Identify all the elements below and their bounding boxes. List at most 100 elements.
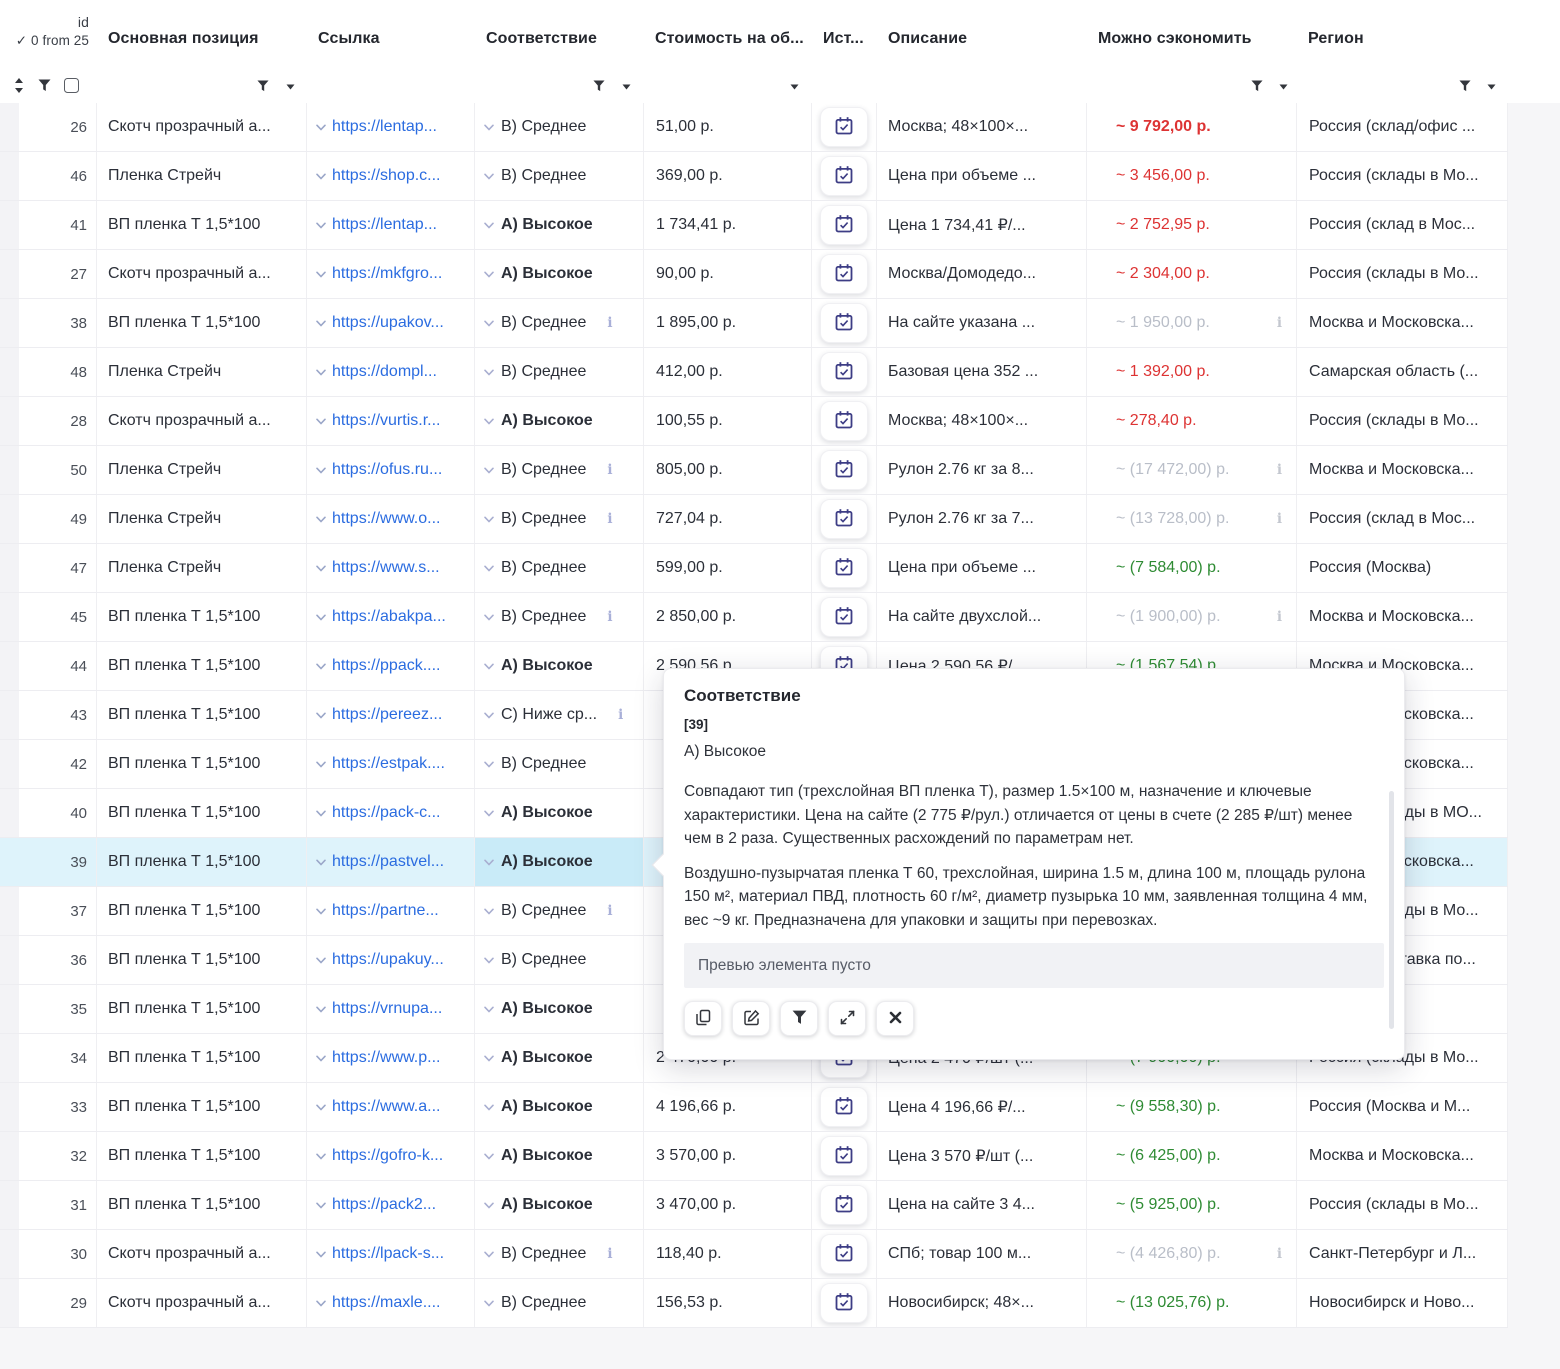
info-icon[interactable]: i	[1276, 315, 1282, 331]
history-button[interactable]	[820, 1234, 868, 1274]
info-icon[interactable]: i	[1276, 1246, 1282, 1262]
chevron-down-icon[interactable]	[316, 957, 326, 964]
sort-icon[interactable]	[12, 77, 26, 94]
info-icon[interactable]: i	[607, 903, 613, 919]
column-header-region[interactable]: Регион	[1308, 30, 1364, 47]
chevron-down-icon[interactable]	[1487, 84, 1496, 90]
column-header-history[interactable]: Ист...	[823, 30, 864, 47]
record-link[interactable]: https://pastvel...	[332, 853, 445, 870]
history-button[interactable]	[820, 1185, 868, 1225]
history-button[interactable]	[820, 352, 868, 392]
filter-icon[interactable]	[38, 79, 51, 92]
chevron-down-icon[interactable]	[484, 908, 494, 915]
chevron-down-icon[interactable]	[484, 369, 494, 376]
chevron-down-icon[interactable]	[316, 1202, 326, 1209]
info-icon[interactable]: i	[1276, 609, 1282, 625]
record-link[interactable]: https://ofus.ru...	[332, 461, 443, 478]
filter-icon[interactable]	[257, 80, 269, 92]
chevron-down-icon[interactable]	[484, 663, 494, 670]
column-header-price[interactable]: Стоимость на об...	[655, 30, 804, 47]
info-icon[interactable]: i	[607, 462, 613, 478]
history-button[interactable]	[820, 450, 868, 490]
history-button[interactable]	[820, 303, 868, 343]
chevron-down-icon[interactable]	[484, 712, 494, 719]
chevron-down-icon[interactable]	[316, 418, 326, 425]
history-button[interactable]	[820, 156, 868, 196]
record-link[interactable]: https://vrnupa...	[332, 1000, 443, 1017]
record-link[interactable]: https://www.a...	[332, 1098, 441, 1115]
chevron-down-icon[interactable]	[484, 1153, 494, 1160]
column-header-main-position[interactable]: Основная позиция	[108, 30, 259, 47]
record-link[interactable]: https://mkfgro...	[332, 265, 443, 282]
chevron-down-icon[interactable]	[316, 810, 326, 817]
chevron-down-icon[interactable]	[484, 124, 494, 131]
record-link[interactable]: https://lentap...	[332, 118, 437, 135]
copy-button[interactable]	[684, 1001, 722, 1037]
column-header-match[interactable]: Соответствие	[486, 30, 597, 47]
record-link[interactable]: https://pereez...	[332, 706, 443, 723]
record-link[interactable]: https://www.o...	[332, 510, 441, 527]
chevron-down-icon[interactable]	[484, 761, 494, 768]
record-link[interactable]: https://upakuy...	[332, 951, 444, 968]
record-link[interactable]: https://dompl...	[332, 363, 437, 380]
record-link[interactable]: https://maxle....	[332, 1294, 441, 1311]
info-icon[interactable]: i	[607, 511, 613, 527]
chevron-down-icon[interactable]	[316, 516, 326, 523]
chevron-down-icon[interactable]	[316, 859, 326, 866]
info-icon[interactable]: i	[607, 609, 613, 625]
history-button[interactable]	[820, 254, 868, 294]
info-icon[interactable]: i	[607, 315, 613, 331]
info-icon[interactable]: i	[607, 1246, 613, 1262]
filter-icon[interactable]	[1251, 80, 1263, 92]
chevron-down-icon[interactable]	[484, 614, 494, 621]
chevron-down-icon[interactable]	[316, 467, 326, 474]
chevron-down-icon[interactable]	[484, 1055, 494, 1062]
column-header-description[interactable]: Описание	[888, 30, 968, 47]
chevron-down-icon[interactable]	[316, 712, 326, 719]
chevron-down-icon[interactable]	[484, 320, 494, 327]
record-link[interactable]: https://shop.c...	[332, 167, 441, 184]
info-icon[interactable]: i	[618, 707, 624, 723]
history-button[interactable]	[820, 548, 868, 588]
chevron-down-icon[interactable]	[316, 320, 326, 327]
chevron-down-icon[interactable]	[484, 222, 494, 229]
expand-button[interactable]	[828, 1001, 866, 1037]
history-button[interactable]	[820, 401, 868, 441]
chevron-down-icon[interactable]	[316, 761, 326, 768]
column-header-savings[interactable]: Можно сэкономить	[1098, 30, 1252, 47]
chevron-down-icon[interactable]	[316, 1006, 326, 1013]
column-header-link[interactable]: Ссылка	[318, 30, 380, 47]
chevron-down-icon[interactable]	[484, 418, 494, 425]
history-button[interactable]	[820, 1087, 868, 1127]
record-link[interactable]: https://gofro-k...	[332, 1147, 444, 1164]
chevron-down-icon[interactable]	[622, 84, 631, 90]
record-link[interactable]: https://www.p...	[332, 1049, 441, 1066]
chevron-down-icon[interactable]	[484, 173, 494, 180]
record-link[interactable]: https://abakpa...	[332, 608, 446, 625]
chevron-down-icon[interactable]	[484, 957, 494, 964]
record-link[interactable]: https://partne...	[332, 902, 439, 919]
chevron-down-icon[interactable]	[316, 173, 326, 180]
filter-icon[interactable]	[1459, 80, 1471, 92]
chevron-down-icon[interactable]	[484, 810, 494, 817]
chevron-down-icon[interactable]	[316, 124, 326, 131]
chevron-down-icon[interactable]	[484, 859, 494, 866]
chevron-down-icon[interactable]	[790, 84, 799, 90]
record-link[interactable]: https://pack-c...	[332, 804, 441, 821]
close-button[interactable]	[876, 1001, 914, 1037]
chevron-down-icon[interactable]	[316, 908, 326, 915]
edit-button[interactable]	[732, 1001, 770, 1037]
chevron-down-icon[interactable]	[316, 614, 326, 621]
chevron-down-icon[interactable]	[316, 1153, 326, 1160]
chevron-down-icon[interactable]	[484, 1300, 494, 1307]
chevron-down-icon[interactable]	[484, 1202, 494, 1209]
chevron-down-icon[interactable]	[316, 369, 326, 376]
history-button[interactable]	[820, 205, 868, 245]
record-link[interactable]: https://estpak....	[332, 755, 445, 772]
history-button[interactable]	[820, 1283, 868, 1323]
chevron-down-icon[interactable]	[484, 1104, 494, 1111]
chevron-down-icon[interactable]	[316, 1104, 326, 1111]
history-button[interactable]	[820, 499, 868, 539]
chevron-down-icon[interactable]	[286, 84, 295, 90]
history-button[interactable]	[820, 597, 868, 637]
